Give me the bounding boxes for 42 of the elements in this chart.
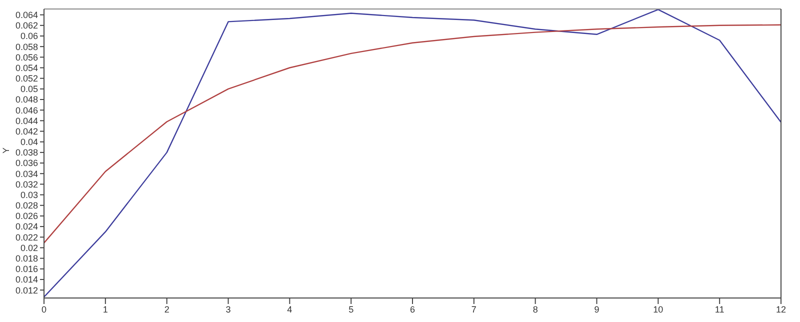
y-tick-label: 0.062 — [15, 20, 38, 31]
y-tick-label: 0.014 — [15, 274, 38, 285]
y-tick-label: 0.058 — [15, 42, 38, 52]
x-tick-label: 7 — [471, 304, 476, 314]
y-tick-label: 0.06 — [20, 31, 38, 42]
y-tick-label: 0.04 — [20, 137, 38, 148]
x-tick-label: 9 — [594, 304, 600, 314]
y-tick-label: 0.024 — [15, 222, 38, 232]
y-axis-title: Y — [1, 147, 12, 154]
x-tick-label: 4 — [287, 304, 292, 314]
y-tick-label: 0.046 — [15, 105, 38, 116]
x-tick-label: 12 — [776, 304, 786, 314]
y-tick-label: 0.018 — [15, 253, 38, 264]
y-tick-label: 0.052 — [15, 74, 38, 84]
y-tick-label: 0.026 — [15, 211, 38, 222]
x-tick-label: 11 — [714, 304, 724, 314]
x-tick-label: 6 — [410, 304, 416, 314]
x-tick-label: 0 — [41, 304, 47, 314]
y-tick-label: 0.012 — [15, 285, 38, 296]
y-tick-label: 0.028 — [15, 200, 38, 211]
x-tick-label: 5 — [348, 304, 354, 314]
y-tick-label: 0.034 — [15, 168, 38, 179]
line-series — [44, 24, 781, 244]
y-tick-label: 0.056 — [15, 52, 38, 62]
y-tick-label: 0.022 — [15, 232, 38, 242]
y-tick-label: 0.036 — [15, 158, 38, 168]
y-tick-label: 0.048 — [15, 94, 38, 105]
y-tick-label: 0.038 — [15, 148, 38, 158]
y-tick-label: 0.064 — [15, 10, 38, 20]
x-tick-label: 2 — [164, 304, 170, 314]
y-tick-label: 0.05 — [20, 84, 38, 94]
x-tick-label: 3 — [226, 304, 231, 314]
y-tick-label: 0.016 — [15, 264, 38, 274]
x-tick-label: 8 — [532, 304, 538, 314]
y-tick-label: 0.03 — [20, 190, 38, 200]
y-tick-label: 0.042 — [15, 126, 38, 136]
x-tick-label: 10 — [653, 304, 664, 314]
y-tick-label: 0.032 — [15, 179, 38, 190]
y-tick-label: 0.054 — [15, 62, 38, 73]
y-tick-label: 0.02 — [20, 242, 38, 253]
y-tick-label: 0.044 — [15, 116, 38, 126]
x-tick-label: 1 — [102, 304, 108, 314]
